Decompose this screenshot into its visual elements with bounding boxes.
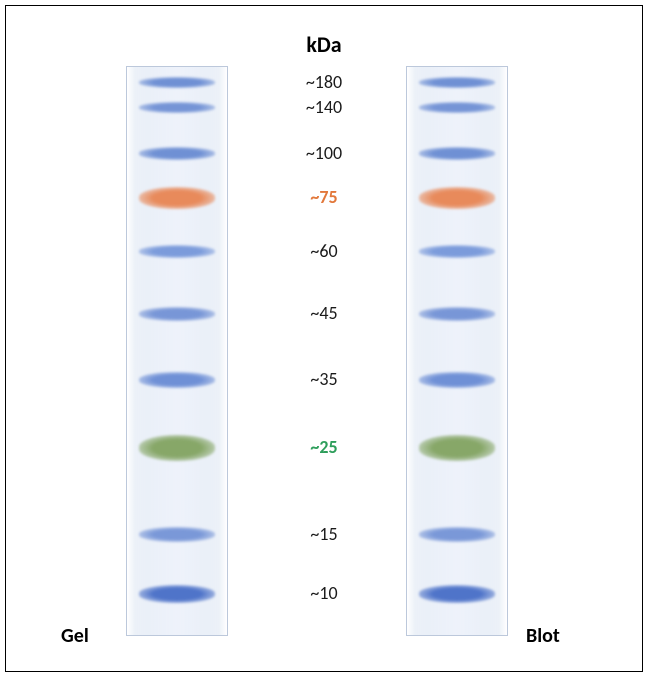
band-140 xyxy=(419,102,495,113)
band-60 xyxy=(419,245,495,258)
mw-label-45: ~45 xyxy=(279,302,369,324)
band-25 xyxy=(419,435,495,461)
band-180 xyxy=(139,77,215,88)
band-100 xyxy=(419,147,495,160)
mw-label-25: ~25 xyxy=(279,436,369,458)
unit-header: kDa xyxy=(6,31,642,58)
band-15 xyxy=(139,527,215,542)
mw-label-60: ~60 xyxy=(279,240,369,262)
band-75 xyxy=(139,187,215,209)
figure-canvas: kDa ~180 ~140 ~100 ~75 ~60 ~45 ~35 ~25 ~15 ~10 Ge… xyxy=(5,5,643,672)
lane-label-blot: Blot xyxy=(526,624,560,648)
band-45 xyxy=(419,307,495,321)
band-35 xyxy=(419,372,495,388)
band-140 xyxy=(139,102,215,113)
mw-label-35: ~35 xyxy=(279,368,369,390)
band-10 xyxy=(419,585,495,603)
lane-label-gel: Gel xyxy=(61,624,89,648)
mw-label-10: ~10 xyxy=(279,582,369,604)
band-15 xyxy=(419,527,495,542)
mw-label-100: ~100 xyxy=(279,142,369,164)
band-60 xyxy=(139,245,215,258)
mw-label-180: ~180 xyxy=(279,71,369,93)
band-10 xyxy=(139,585,215,603)
band-180 xyxy=(419,77,495,88)
band-100 xyxy=(139,147,215,160)
lane-blot xyxy=(406,66,508,636)
mw-label-140: ~140 xyxy=(279,96,369,118)
band-45 xyxy=(139,307,215,321)
mw-label-75: ~75 xyxy=(279,186,369,208)
band-35 xyxy=(139,372,215,388)
mw-label-15: ~15 xyxy=(279,523,369,545)
band-25 xyxy=(139,435,215,461)
band-75 xyxy=(419,187,495,209)
lane-gel xyxy=(126,66,228,636)
